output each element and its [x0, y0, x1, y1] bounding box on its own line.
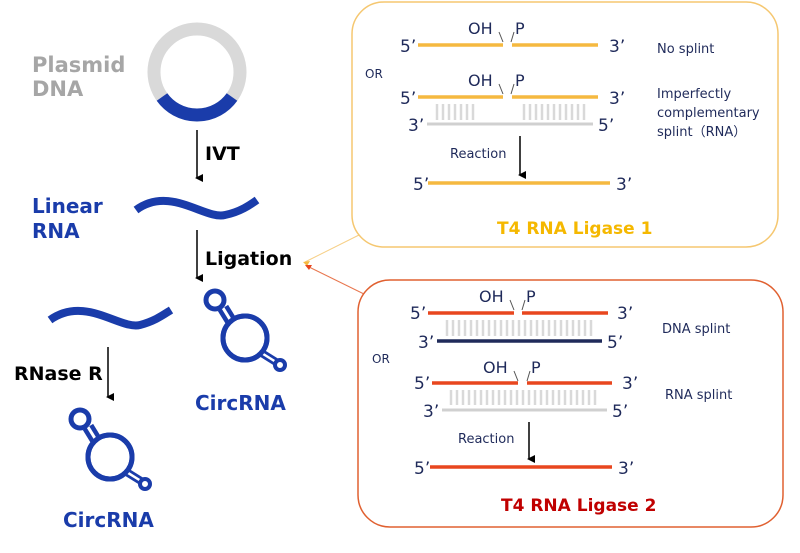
oh-label: OH — [479, 287, 504, 306]
imperfect-splint-label-2: complementary — [657, 106, 760, 121]
linear-rna-label: Linear — [32, 194, 103, 218]
rnase-label: RNase R — [14, 363, 103, 385]
circrna-icon — [206, 291, 285, 370]
plasmid-label-2: DNA — [32, 77, 84, 101]
linear-rna-strand — [133, 196, 260, 220]
oh-label: OH — [483, 358, 508, 377]
linear-rna-residual — [47, 306, 174, 330]
p-label: P — [515, 71, 525, 90]
end-pointers — [498, 83, 515, 95]
ligase1-panel: OH P 5’ 3’ No splint OR OH P 5’ 3’ 3’ 5’… — [351, 1, 779, 248]
or-label: OR — [372, 352, 390, 366]
circrna-purified-label: CircRNA — [63, 508, 154, 532]
base-pairs — [435, 104, 586, 120]
five-prime: 5’ — [410, 304, 426, 324]
p-label: P — [515, 19, 525, 38]
plasmid-label: Plasmid — [32, 53, 125, 77]
ligase1-connector — [304, 232, 364, 263]
three-prime: 3’ — [616, 175, 632, 195]
ligase2-title: T4 RNA Ligase 2 — [501, 496, 656, 516]
five-prime: 5’ — [598, 116, 614, 136]
three-prime: 3’ — [408, 116, 424, 136]
five-prime: 5’ — [413, 175, 429, 195]
ligase1-title: T4 RNA Ligase 1 — [497, 219, 652, 239]
ligase2-arrowhead — [305, 265, 312, 270]
oh-label: OH — [468, 19, 493, 38]
three-prime: 3’ — [423, 402, 439, 422]
five-prime: 5’ — [400, 89, 416, 109]
end-pointers — [498, 31, 515, 43]
no-splint-label: No splint — [657, 42, 714, 57]
imperfect-splint-label-3: splint（RNA） — [657, 125, 746, 140]
linear-rna-label-2: RNA — [32, 219, 80, 243]
three-prime: 3’ — [418, 333, 434, 353]
base-pairs — [445, 320, 593, 336]
circrna-purified-icon — [71, 410, 150, 489]
three-prime: 3’ — [609, 89, 625, 109]
three-prime: 3’ — [622, 374, 638, 394]
five-prime: 5’ — [400, 37, 416, 57]
three-prime: 3’ — [617, 304, 633, 324]
plasmid-insert-arc — [156, 92, 238, 122]
rna-splint-label: RNA splint — [665, 388, 732, 403]
five-prime: 5’ — [607, 333, 623, 353]
or-label: OR — [365, 67, 383, 81]
ligase2-panel: OH P 5’ 3’ 3’ 5’ DNA splint OR OH P 5’ 3… — [357, 279, 784, 528]
ligation-label: Ligation — [205, 248, 292, 270]
reaction-label: Reaction — [450, 147, 506, 162]
reaction-label: Reaction — [458, 432, 514, 447]
imperfect-splint-label: Imperfectly — [657, 87, 732, 102]
end-pointers — [509, 299, 526, 311]
circrna-label: CircRNA — [195, 391, 286, 415]
ivt-label: IVT — [205, 143, 240, 165]
three-prime: 3’ — [609, 37, 625, 57]
five-prime: 5’ — [414, 374, 430, 394]
p-label: P — [531, 358, 541, 377]
base-pairs — [449, 390, 597, 405]
dna-splint-label: DNA splint — [662, 322, 730, 337]
oh-label: OH — [468, 71, 493, 90]
end-pointers — [513, 370, 531, 382]
ligase2-connector — [306, 265, 367, 296]
five-prime: 5’ — [414, 459, 430, 479]
p-label: P — [526, 287, 536, 306]
five-prime: 5’ — [612, 402, 628, 422]
ligase1-arrowhead — [303, 261, 310, 266]
three-prime: 3’ — [618, 459, 634, 479]
plasmid-dna: Plasmid DNA — [32, 22, 247, 122]
